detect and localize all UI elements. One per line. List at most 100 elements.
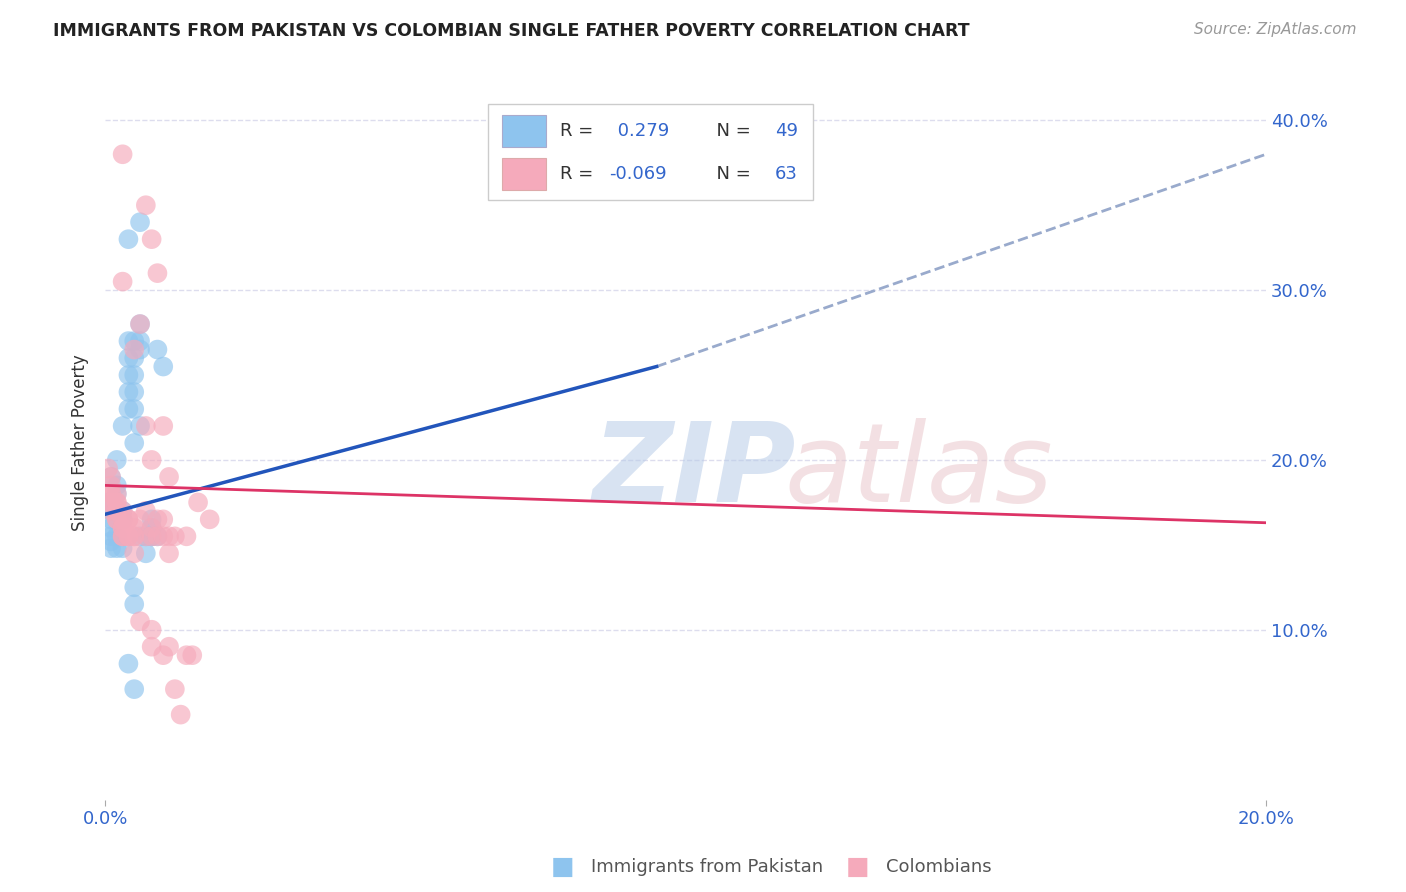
Point — [146, 343, 169, 357]
Point — [111, 504, 134, 518]
Point — [100, 504, 122, 518]
Point — [122, 343, 145, 357]
Point — [122, 436, 145, 450]
Point — [111, 512, 134, 526]
Point — [100, 521, 122, 535]
Point — [117, 368, 139, 382]
Text: ■: ■ — [551, 855, 574, 879]
Text: ZIP: ZIP — [593, 418, 796, 525]
Text: Source: ZipAtlas.com: Source: ZipAtlas.com — [1194, 22, 1357, 37]
Point — [169, 707, 191, 722]
Point — [141, 232, 163, 246]
Point — [117, 334, 139, 348]
Point — [135, 419, 157, 434]
Point — [100, 495, 122, 509]
Point — [111, 504, 134, 518]
Point — [122, 401, 145, 416]
Point — [100, 512, 122, 526]
Text: Colombians: Colombians — [886, 858, 991, 876]
Point — [100, 529, 122, 543]
Point — [129, 317, 152, 331]
Point — [122, 597, 145, 611]
Text: 49: 49 — [775, 122, 799, 140]
Point — [141, 623, 163, 637]
Point — [111, 521, 134, 535]
Point — [117, 529, 139, 543]
FancyBboxPatch shape — [502, 115, 547, 147]
Point — [129, 529, 152, 543]
Point — [117, 384, 139, 399]
Point — [141, 512, 163, 526]
Point — [157, 470, 180, 484]
Text: N =: N = — [706, 122, 756, 140]
Point — [111, 521, 134, 535]
Point — [111, 529, 134, 543]
Point — [111, 419, 134, 434]
Point — [117, 512, 139, 526]
Text: Immigrants from Pakistan: Immigrants from Pakistan — [591, 858, 823, 876]
Point — [129, 512, 152, 526]
Point — [105, 487, 128, 501]
Point — [111, 275, 134, 289]
Point — [135, 198, 157, 212]
Point — [100, 487, 122, 501]
Point — [100, 495, 122, 509]
Point — [129, 334, 152, 348]
Point — [141, 453, 163, 467]
Point — [141, 529, 163, 543]
Point — [187, 495, 209, 509]
Point — [117, 512, 139, 526]
Text: R =: R = — [560, 122, 599, 140]
Point — [146, 266, 169, 280]
Point — [97, 461, 120, 475]
Point — [122, 529, 145, 543]
FancyBboxPatch shape — [502, 158, 547, 190]
Point — [122, 384, 145, 399]
Point — [135, 529, 157, 543]
Point — [176, 648, 198, 663]
Point — [129, 215, 152, 229]
Point — [100, 487, 122, 501]
Point — [141, 521, 163, 535]
Point — [105, 453, 128, 467]
Point — [152, 419, 174, 434]
Point — [198, 512, 221, 526]
Point — [111, 541, 134, 556]
Point — [122, 351, 145, 365]
Text: 0.279: 0.279 — [613, 122, 669, 140]
Point — [111, 512, 134, 526]
Point — [135, 546, 157, 560]
Point — [100, 541, 122, 556]
Point — [105, 504, 128, 518]
Y-axis label: Single Father Poverty: Single Father Poverty — [72, 354, 89, 532]
Point — [122, 368, 145, 382]
Text: 63: 63 — [775, 165, 797, 183]
Point — [146, 529, 169, 543]
Point — [129, 614, 152, 628]
Point — [117, 401, 139, 416]
Point — [122, 580, 145, 594]
Point — [129, 317, 152, 331]
Point — [152, 529, 174, 543]
Point — [105, 495, 128, 509]
Point — [105, 495, 128, 509]
Point — [97, 495, 120, 509]
Point — [105, 512, 128, 526]
Point — [146, 512, 169, 526]
Point — [141, 521, 163, 535]
Point — [117, 529, 139, 543]
Point — [135, 529, 157, 543]
Point — [105, 529, 128, 543]
Text: -0.069: -0.069 — [609, 165, 666, 183]
Point — [152, 648, 174, 663]
Point — [152, 359, 174, 374]
Point — [111, 147, 134, 161]
Point — [181, 648, 204, 663]
Point — [157, 529, 180, 543]
Point — [141, 529, 163, 543]
Point — [100, 470, 122, 484]
Text: N =: N = — [706, 165, 756, 183]
Point — [163, 529, 186, 543]
Point — [117, 232, 139, 246]
Point — [117, 563, 139, 577]
